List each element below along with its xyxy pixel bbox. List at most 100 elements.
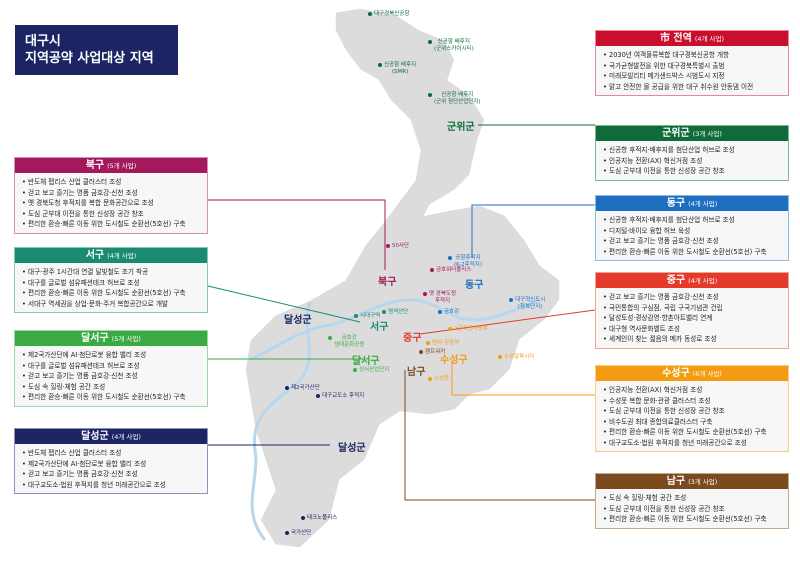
- project-item: 제2국가산단에 AI·첨단로봇 융합 밸리 조성: [22, 459, 202, 470]
- project-list: 2030년 여객물류복합 대구경북신공항 개항국가균형발전을 위한 대구경북특별…: [596, 46, 788, 95]
- place-marker-icon: [368, 12, 372, 16]
- project-count: (4개 사업): [107, 252, 137, 260]
- project-item: 걷고 보고 즐기는 명품 금호강·신천 조성: [22, 469, 202, 480]
- project-item: 비수도권 최대 종합의료클러스터 구축: [603, 417, 783, 428]
- place-marker-icon: [419, 350, 423, 354]
- project-item: 국가균형발전을 위한 대구경북특별시 출범: [603, 61, 783, 72]
- place-label: 금호강 생태문화공원: [334, 335, 365, 348]
- project-item: 디지털·바이오 융합 허브 육성: [603, 226, 783, 237]
- place-label: 대구교도소 후적지: [322, 393, 365, 399]
- panel-header: 군위군 (3개 사업): [596, 126, 788, 141]
- map-label-suseong: 수성구: [440, 355, 468, 366]
- map-label-seo: 서구: [370, 322, 389, 333]
- project-item: 도심 군부대 이전을 통한 신성장 공간 창조: [22, 209, 202, 220]
- panel-title: 서구: [85, 250, 105, 261]
- project-item: 편리한 환승·빠른 이동 위한 도시철도 순환선(5호선) 구축: [22, 288, 202, 299]
- project-list: 대구-광주 1시간대 연결 달빛철도 조기 착공대구를 글로벌 섬유패션테크 허…: [15, 263, 207, 312]
- place-marker-icon: [301, 516, 305, 520]
- map-label-jung: 중구: [403, 333, 422, 344]
- panel-header: 市 전역 (4개 사업): [596, 31, 788, 46]
- project-item: 편리한 환승·빠른 이동 위한 도시철도 순환선(5호선) 구축: [603, 514, 783, 525]
- map-label-dalseong-south: 달성군: [338, 443, 366, 454]
- project-item: 대구를 글로벌 섬유패션테크 허브로 조성: [22, 278, 202, 289]
- place-label: 테크노폴리스: [307, 515, 338, 521]
- map-label-nam: 남구: [407, 367, 426, 378]
- project-list: 반도체 펩리스 산업 클러스터 조성걷고 보고 즐기는 명품 금호강·신천 조성…: [15, 173, 207, 233]
- place-label: 50사단: [392, 243, 410, 249]
- place-label: 옛 경북도청 후적지: [429, 291, 457, 304]
- panel-title: 수성구: [662, 368, 690, 379]
- panel-header: 달성군 (4개 사업): [15, 429, 207, 444]
- project-count: (3개 사업): [692, 130, 722, 138]
- panel-title: 북구: [85, 160, 105, 171]
- panel-seo: 서구(4개 사업) 대구-광주 1시간대 연결 달빛철도 조기 착공대구를 글로벌…: [14, 247, 208, 313]
- place-label: 캠프워커: [425, 349, 446, 355]
- project-count: (3개 사업): [688, 478, 718, 486]
- place-marker-icon: [285, 531, 289, 535]
- project-item: 인공지능 전환(AX) 혁신거점 조성: [603, 385, 783, 396]
- place-label: 수성알파시티: [504, 354, 535, 360]
- project-item: 미래모빌리티 메가샌드박스 시범도시 지정: [603, 71, 783, 82]
- place-marker-icon: [316, 394, 320, 398]
- project-item: 걷고 보고 즐기는 명품 금호강·신천 조성: [22, 371, 202, 382]
- place-label: 공항후적지 (K-2후적지): [454, 255, 482, 268]
- place-marker-icon: [509, 298, 513, 302]
- place-label: 염색산단: [388, 309, 409, 315]
- panel-title: 중구: [666, 275, 686, 286]
- project-list: 신공항 후적지·배후지를 첨단산업 허브로 조성인공지능 전환(AX) 혁신거점…: [596, 141, 788, 180]
- project-item: 대구교도소·법원 후적지를 청년 미래공간으로 조성: [603, 438, 783, 449]
- project-item: 도심 속 힐링·체험 공간 조성: [603, 493, 783, 504]
- panel-gunwi: 군위군(3개 사업)신공항 후적지·배후지를 첨단산업 허브로 조성인공지능 전…: [595, 125, 789, 181]
- panel-title: 달성군: [81, 431, 109, 442]
- project-item: 편리한 환승·빠른 이동 위한 도시철도 순환선(5호선) 구축: [603, 427, 783, 438]
- project-item: 반도체 펩리스 산업 클러스터 조성: [22, 448, 202, 459]
- panel-title: 남구: [666, 476, 686, 487]
- panel-nam: 남구(3개 사업) 도심 속 힐링·체험 공간 조성도심 군부대 이전을 통한 신…: [595, 473, 789, 529]
- project-item: 옛 경북도청 후적지를 복합 문화공간으로 조성: [22, 198, 202, 209]
- project-item: 편리한 환승·빠른 이동 위한 도시철도 순환선(5호선) 구축: [603, 247, 783, 258]
- daegu-map-shape: [244, 7, 561, 549]
- place-label: 신공항 배후지 (군위 첨단산업단지): [434, 92, 481, 105]
- place-label: 대구혁신도시 (첨복단지): [515, 297, 546, 310]
- place-label: 금호강: [444, 309, 460, 315]
- panel-dalseong: 달성군(4개 사업) 반도체 펩리스 산업 클러스터 조성제2국가산단에 AI·첨…: [14, 428, 208, 494]
- place-marker-icon: [423, 292, 427, 296]
- place-marker-icon: [448, 327, 452, 331]
- project-item: 반도체 펩리스 산업 클러스터 조성: [22, 177, 202, 188]
- place-marker-icon: [428, 40, 432, 44]
- project-count: (5개 사업): [111, 335, 141, 343]
- place-marker-icon: [285, 386, 289, 390]
- project-item: 세계인이 찾는 젊음의 메카 동성로 조성: [603, 334, 783, 345]
- project-item: 걷고 보고 즐기는 명품 금호강·신천 조성: [603, 236, 783, 247]
- panel-jung: 중구(4개 사업)걷고 보고 즐기는 명품 금호강·신천 조성국민통합의 구심점…: [595, 272, 789, 349]
- panel-title: 달서구: [81, 333, 109, 344]
- project-item: 도심 군부대 이전을 통한 신성장 공간 창조: [603, 504, 783, 515]
- panel-header: 달서구 (5개 사업): [15, 331, 207, 346]
- place-marker-icon: [386, 244, 390, 248]
- map-label-dalseong: 달성군: [284, 315, 312, 326]
- project-item: 도심 군부대 이전을 통한 신성장 공간 창조: [603, 406, 783, 417]
- place-marker-icon: [426, 341, 430, 345]
- place-label: 신공항 배후지 (군위스카이시티): [434, 39, 474, 52]
- project-item: 대구형 역사문화벨트 조성: [603, 324, 783, 335]
- map-label-gunwi: 군위군: [447, 122, 475, 133]
- project-item: 대구-광주 1시간대 연결 달빛철도 조기 착공: [22, 267, 202, 278]
- map-label-buk: 북구: [378, 277, 397, 288]
- project-count: (5개 사업): [107, 162, 137, 170]
- place-label: 수성못: [434, 376, 450, 382]
- project-item: 편리한 환승·빠른 이동 위한 도시철도 순환선(5호선) 구축: [22, 392, 202, 403]
- project-item: 도심 군부대 이전을 통한 신성장 공간 창조: [603, 166, 783, 177]
- panel-dong: 동구(4개 사업)신공항 후적지·배후지를 첨단산업 허브로 조성디지털·바이오…: [595, 195, 789, 261]
- place-marker-icon: [328, 336, 332, 340]
- project-item: 걷고 보고 즐기는 명품 금호강·신천 조성: [22, 188, 202, 199]
- panel-title: 市 전역: [659, 33, 692, 44]
- place-marker-icon: [428, 377, 432, 381]
- project-count: (4개 사업): [694, 35, 725, 43]
- map-label-dong: 동구: [465, 280, 484, 291]
- place-marker-icon: [354, 314, 358, 318]
- place-marker-icon: [353, 368, 357, 372]
- place-label: 2군작전사령부: [454, 326, 488, 332]
- place-label: 제2국가산단: [291, 385, 320, 391]
- project-count: (4개 사업): [111, 433, 141, 441]
- project-item: 신공항 후적지·배후지를 첨단산업 허브로 조성: [603, 145, 783, 156]
